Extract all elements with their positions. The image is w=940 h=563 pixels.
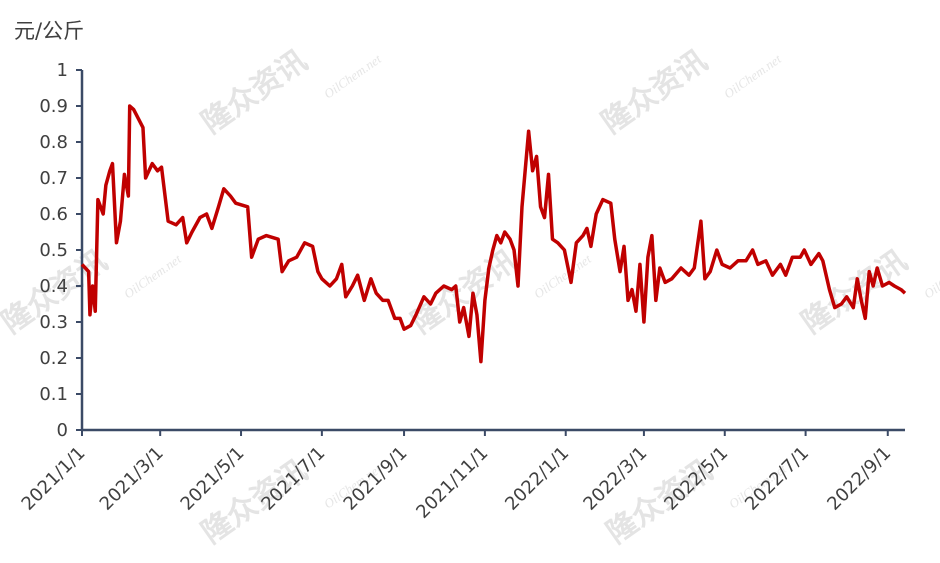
y-axis-unit: 元/公斤 — [14, 19, 84, 43]
y-tick-label: 0 — [57, 420, 68, 441]
y-tick-label: 0.8 — [39, 132, 68, 153]
y-tick-label: 0.6 — [39, 204, 68, 225]
watermark: OilChem.net — [321, 51, 384, 101]
y-tick-label: 0.5 — [39, 240, 68, 261]
watermark: 隆众资讯 — [195, 43, 313, 140]
y-tick-label: 0.4 — [39, 276, 68, 297]
y-tick-label: 1 — [57, 60, 68, 81]
x-tick-label: 2022/9/1 — [823, 443, 895, 515]
x-tick-label: 2021/1/1 — [18, 443, 90, 515]
watermark: 隆众资讯 — [405, 243, 523, 340]
y-tick-label: 0.1 — [39, 384, 68, 405]
y-tick-label: 0.9 — [39, 96, 68, 117]
watermark: OilChem.net — [921, 251, 940, 301]
x-tick-label: 2021/3/1 — [96, 443, 168, 515]
y-tick-label: 0.7 — [39, 168, 68, 189]
y-tick-label: 0.2 — [39, 348, 68, 369]
y-tick-label: 0.3 — [39, 312, 68, 333]
x-tick-label: 2022/7/1 — [741, 443, 813, 515]
watermark: OilChem.net — [721, 51, 784, 101]
watermark: OilChem.net — [531, 251, 594, 301]
watermark: 隆众资讯 — [595, 43, 713, 140]
x-tick-label: 2022/1/1 — [501, 443, 573, 515]
price-line — [80, 104, 907, 364]
x-tick-label: 2021/11/1 — [412, 443, 492, 523]
watermark: OilChem.net — [121, 251, 184, 301]
